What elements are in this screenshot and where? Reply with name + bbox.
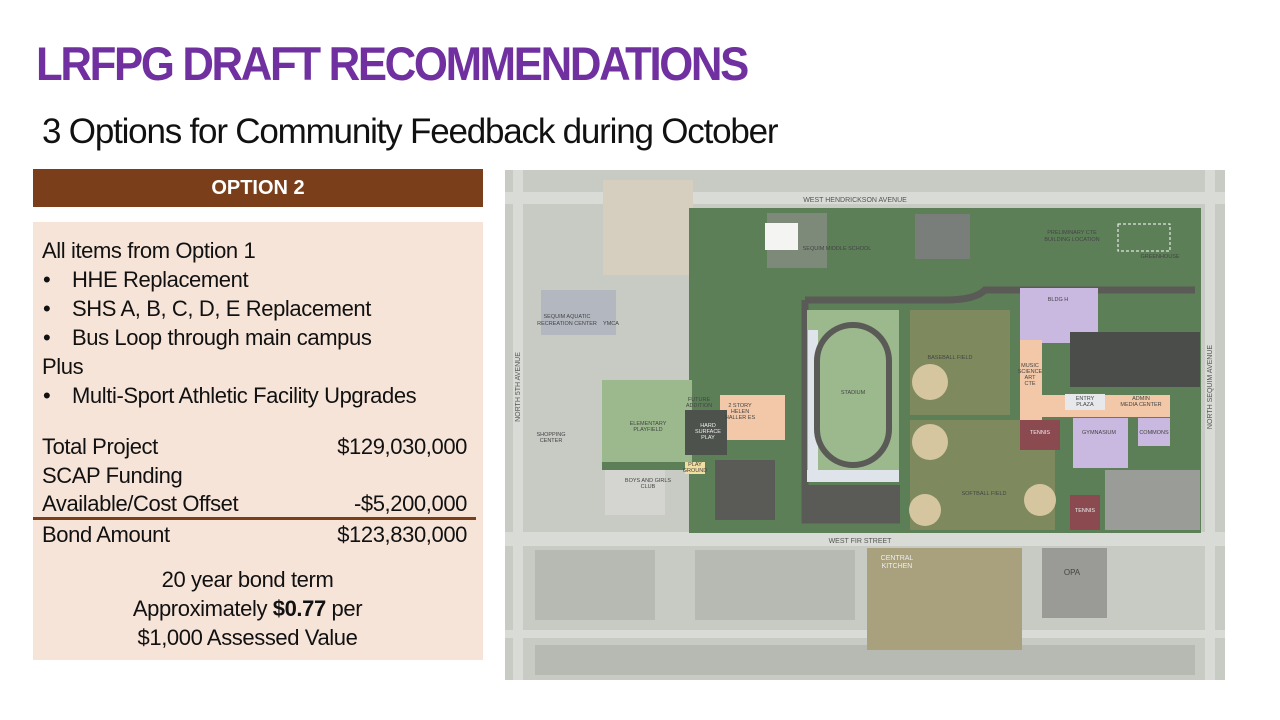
svg-text:SHOPPING: SHOPPING <box>536 432 565 438</box>
svg-text:PLAY: PLAY <box>701 435 715 441</box>
svg-text:BUILDING LOCATION: BUILDING LOCATION <box>1044 237 1099 243</box>
svg-text:HARD: HARD <box>700 423 716 429</box>
svg-text:CENTER: CENTER <box>540 438 563 444</box>
bullet-icon: • <box>43 383 51 408</box>
svg-text:ADMIN: ADMIN <box>1132 396 1150 402</box>
list-item: • SHS A, B, C, D, E Replacement <box>43 296 371 321</box>
bullet-icon: • <box>43 267 51 292</box>
svg-text:STADIUM: STADIUM <box>841 390 866 396</box>
road-label-south: WEST FIR STREET <box>829 538 893 545</box>
svg-text:MEDIA CENTER: MEDIA CENTER <box>1120 402 1161 408</box>
bullet-icon: • <box>43 325 51 350</box>
list-item: • HHE Replacement <box>43 267 249 292</box>
divider <box>33 517 476 520</box>
road-label-east: NORTH SEQUIM AVENUE <box>1207 345 1214 429</box>
svg-text:RECREATION CENTER: RECREATION CENTER <box>537 321 597 327</box>
svg-text:CTE: CTE <box>1025 381 1036 387</box>
svg-text:SOFTBALL FIELD: SOFTBALL FIELD <box>961 491 1006 497</box>
svg-text:YMCA: YMCA <box>603 321 619 327</box>
svg-text:OPA: OPA <box>1064 568 1081 577</box>
svg-text:KITCHEN: KITCHEN <box>882 563 913 570</box>
svg-text:MUSIC: MUSIC <box>1021 363 1039 369</box>
plus-label: Plus <box>42 354 84 379</box>
svg-text:GROUND: GROUND <box>683 468 707 474</box>
svg-text:TENNIS: TENNIS <box>1030 430 1051 436</box>
svg-text:PLAYFIELD: PLAYFIELD <box>633 427 662 433</box>
bond-term: 20 year bond term <box>161 567 334 592</box>
svg-text:BOYS AND GIRLS: BOYS AND GIRLS <box>625 478 671 484</box>
svg-text:ADDITION: ADDITION <box>686 403 712 409</box>
svg-text:BASEBALL FIELD: BASEBALL FIELD <box>927 355 972 361</box>
assessed-value: $1,000 Assessed Value <box>137 625 358 650</box>
svg-text:BLDG H: BLDG H <box>1048 297 1069 303</box>
svg-text:TENNIS: TENNIS <box>1075 508 1096 514</box>
bond-row: Bond Amount $123,830,000 <box>42 522 467 547</box>
svg-text:CENTRAL: CENTRAL <box>881 555 914 562</box>
scap-label: SCAP Funding <box>42 463 183 488</box>
svg-text:ENTRY: ENTRY <box>1076 396 1095 402</box>
page-title: LRFPG DRAFT RECOMMENDATIONS <box>36 37 749 90</box>
svg-text:FUTURE: FUTURE <box>688 397 711 403</box>
svg-text:PLAZA: PLAZA <box>1076 402 1094 408</box>
svg-text:2 STORY: 2 STORY <box>728 403 752 409</box>
svg-text:GYMNASIUM: GYMNASIUM <box>1082 430 1116 436</box>
page-subtitle: 3 Options for Community Feedback during … <box>42 112 779 151</box>
campus-site-map: WEST HENDRICKSON AVENUE WEST FIR STREET … <box>505 170 1225 680</box>
bullet-icon: • <box>43 296 51 321</box>
map-labels: SEQUIM MIDDLE SCHOOL PRELIMINARY CTEBUIL… <box>536 230 1179 577</box>
intro: All items from Option 1 <box>42 238 256 263</box>
road-label-west: NORTH 5TH AVENUE <box>515 352 522 422</box>
list-item: • Bus Loop through main campus <box>43 325 372 350</box>
svg-text:PRELIMINARY CTE: PRELIMINARY CTE <box>1047 230 1097 236</box>
option-header: OPTION 2 <box>33 169 483 207</box>
road-label-north: WEST HENDRICKSON AVENUE <box>803 197 907 204</box>
svg-text:COMMONS: COMMONS <box>1139 430 1169 436</box>
svg-text:GREENHOUSE: GREENHOUSE <box>1140 254 1179 260</box>
bond-rate: Approximately $0.77 per <box>132 596 363 621</box>
list-item: • Multi-Sport Athletic Facility Upgrades <box>43 383 417 408</box>
svg-text:SEQUIM MIDDLE SCHOOL: SEQUIM MIDDLE SCHOOL <box>803 246 872 252</box>
svg-text:PLAY: PLAY <box>688 462 702 468</box>
svg-text:SURFACE: SURFACE <box>695 429 721 435</box>
option-details: All items from Option 1 • HHE Replacement… <box>33 222 483 660</box>
svg-text:ELEMENTARY: ELEMENTARY <box>630 421 667 427</box>
scap-row: Available/Cost Offset -$5,200,000 <box>42 491 467 516</box>
total-row: Total Project $129,030,000 <box>42 434 467 459</box>
svg-text:ART: ART <box>1025 375 1037 381</box>
svg-text:SCIENCE: SCIENCE <box>1018 369 1043 375</box>
svg-text:HELEN: HELEN <box>731 409 749 415</box>
svg-text:CLUB: CLUB <box>641 484 656 490</box>
svg-text:SEQUIM AQUATIC: SEQUIM AQUATIC <box>544 314 591 320</box>
svg-text:HALLER ES: HALLER ES <box>725 415 756 421</box>
